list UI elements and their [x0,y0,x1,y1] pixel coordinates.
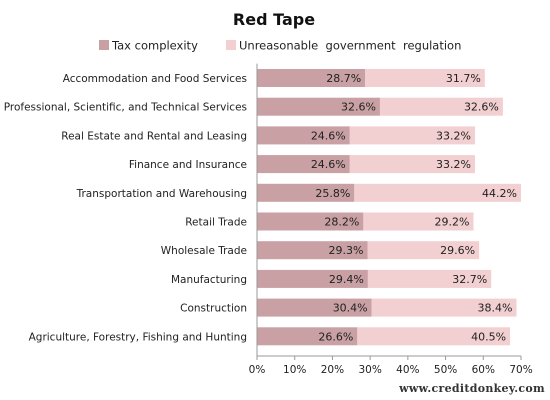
category-label: Wholesale Trade [161,245,247,257]
category-label: Real Estate and Rental and Leasing [61,130,247,142]
x-tick-label: 50% [434,364,457,376]
data-label: 29.2% [435,216,470,229]
data-label: 32.6% [464,101,499,114]
bar-government-regulation [379,97,503,116]
bar-government-regulation [367,241,480,260]
category-label: Agriculture, Forestry, Fishing and Hunti… [29,331,247,343]
bar-government-regulation [365,69,485,87]
category-label: Manufacturing [171,274,247,286]
data-label: 44.2% [482,187,517,200]
bar-tax-complexity [257,69,366,87]
category-label: Retail Trade [185,217,247,229]
category-label: Transportation and Warehousing [76,188,247,200]
bar-tax-complexity [257,327,358,346]
bar-tax-complexity [257,212,364,231]
category-label: Accommodation and Food Services [63,73,247,85]
data-label: 29.4% [329,273,364,286]
bar-government-regulation [371,298,517,317]
data-label: 33.2% [436,158,471,171]
bar-government-regulation [354,183,521,202]
category-labels: Accommodation and Food Services Professio… [4,73,247,343]
source-credit: www.creditdonkey.com [398,382,545,395]
x-tick-label: 0% [249,364,266,376]
bar-government-regulation [363,212,474,231]
category-label: Construction [180,303,247,315]
data-label: 24.6% [311,129,346,142]
x-tick-label: 10% [283,364,306,376]
legend-swatch-tax-complexity [99,40,109,50]
x-tick-label: 70% [509,364,532,376]
bar-tax-complexity [257,126,350,145]
legend-swatch-government-regulation [226,40,236,50]
bar-government-regulation [357,327,511,346]
data-label: 29.3% [329,244,364,257]
bar-tax-complexity [257,155,350,174]
bars [257,69,521,346]
data-label: 31.7% [446,72,481,85]
x-tick-label: 20% [321,364,344,376]
x-tick-label: 40% [396,364,419,376]
data-label: 30.4% [333,302,368,315]
value-labels: 28.7% 31.7% 32.6% 32.6% 24.6% 33.2% 24.6% 33.2%… [311,72,517,343]
bar-tax-complexity [257,241,368,260]
data-label: 29.6% [440,244,475,257]
bar-tax-complexity [257,183,355,202]
data-label: 28.2% [324,216,359,229]
data-label: 24.6% [311,158,346,171]
x-tick-label: 60% [472,364,495,376]
data-label: 26.6% [318,330,353,343]
data-label: 32.6% [341,101,376,114]
legend-label-government-regulation: Unreasonable government regulation [239,39,461,53]
bar-tax-complexity [257,298,372,317]
legend: Tax complexity Unreasonable government r… [99,39,461,53]
legend-label-tax-complexity: Tax complexity [111,39,198,53]
x-tick-label: 30% [358,364,381,376]
category-label: Professional, Scientific, and Technical … [4,102,247,114]
data-label: 33.2% [436,129,471,142]
bar-government-regulation [349,126,475,145]
category-label: Finance and Insurance [129,159,247,171]
x-axis: 0% 10% 20% 30% 40% 50% 60% 70% [249,63,533,376]
data-label: 40.5% [471,330,506,343]
bar-tax-complexity [257,97,380,116]
chart-title: Red Tape [233,10,315,29]
data-label: 25.8% [315,187,350,200]
bar-government-regulation [349,155,475,174]
bar-tax-complexity [257,269,368,288]
data-label: 38.4% [478,302,513,315]
data-label: 28.7% [326,72,361,85]
bar-government-regulation [367,269,492,288]
data-label: 32.7% [452,273,487,286]
